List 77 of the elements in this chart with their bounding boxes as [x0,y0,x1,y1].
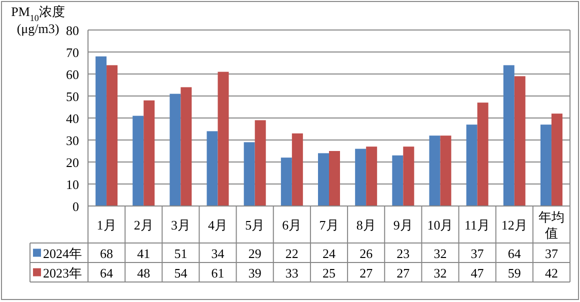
data-label: 37 [544,246,558,261]
y-tick-label: 10 [66,177,79,192]
bar [292,133,303,206]
bar [392,155,404,206]
data-label: 48 [137,265,150,280]
data-label: 47 [470,265,484,280]
data-label: 51 [174,246,188,261]
bar [132,116,144,206]
bar [403,146,414,206]
data-label: 32 [434,265,447,280]
data-label: 39 [248,265,262,280]
y-tick-label: 80 [66,23,79,38]
legend-label: 2024年 [43,246,82,261]
x-tick-label: 7月 [319,218,339,232]
data-label: 61 [211,265,224,280]
x-tick-label: 年均值 [538,210,564,240]
data-label: 33 [285,265,298,280]
legend-label: 2023年 [43,265,82,280]
data-label: 27 [396,265,410,280]
data-label: 64 [508,246,522,261]
data-label: 42 [544,265,558,280]
bar [355,148,366,206]
data-label: 25 [322,265,336,280]
bar [466,124,478,206]
bar [206,131,218,206]
data-label: 59 [508,265,521,280]
x-tick-label: 2月 [134,218,154,232]
data-label: 37 [470,246,484,261]
bar [180,87,192,206]
bar [551,114,562,206]
x-tick-label: 5月 [245,218,265,232]
x-tick-label: 3月 [170,218,190,232]
data-label: 32 [434,246,447,261]
x-tick-label: 4月 [208,218,228,232]
data-label: 54 [174,265,188,280]
bar [440,136,452,206]
data-label: 29 [248,246,262,261]
x-tick-label: 6月 [282,218,302,232]
data-label: 22 [285,246,298,261]
bar [218,72,229,206]
bar [144,100,155,206]
x-tick-label: 11月 [464,218,490,232]
y-tick-label: 0 [72,199,79,214]
bar [503,65,514,206]
data-label: 41 [137,246,150,261]
bar [244,142,255,206]
y-tick-label: 50 [66,89,79,104]
x-tick-label: 10月 [427,218,454,232]
bar [318,153,329,206]
y-tick-label: 70 [66,45,79,60]
data-label: 64 [100,265,114,280]
bar [429,136,440,206]
x-tick-label: 12月 [501,218,528,232]
bar [106,65,118,206]
bar [254,120,266,206]
data-label: 24 [322,246,336,261]
bar [477,102,488,206]
data-label: 26 [360,246,374,261]
bar [280,158,292,206]
y-tick-label: 60 [66,67,79,82]
bar [366,146,378,206]
bar [514,76,526,206]
x-tick-label: 1月 [96,218,116,232]
y-tick-label: 20 [66,155,79,170]
y-tick-label: 40 [66,111,79,126]
y-tick-label: 30 [66,133,79,148]
bar [170,94,181,206]
data-label: 27 [360,265,374,280]
data-label: 23 [396,246,410,261]
data-label: 68 [100,246,114,261]
bar [329,151,340,206]
y-axis-title: PM$_{10}$浓度 (μg/m3) [11,4,65,36]
data-label: 34 [211,246,225,261]
x-tick-label: 8月 [356,218,376,232]
bar [540,124,552,206]
x-tick-label: 9月 [393,218,413,232]
bar [96,56,107,206]
